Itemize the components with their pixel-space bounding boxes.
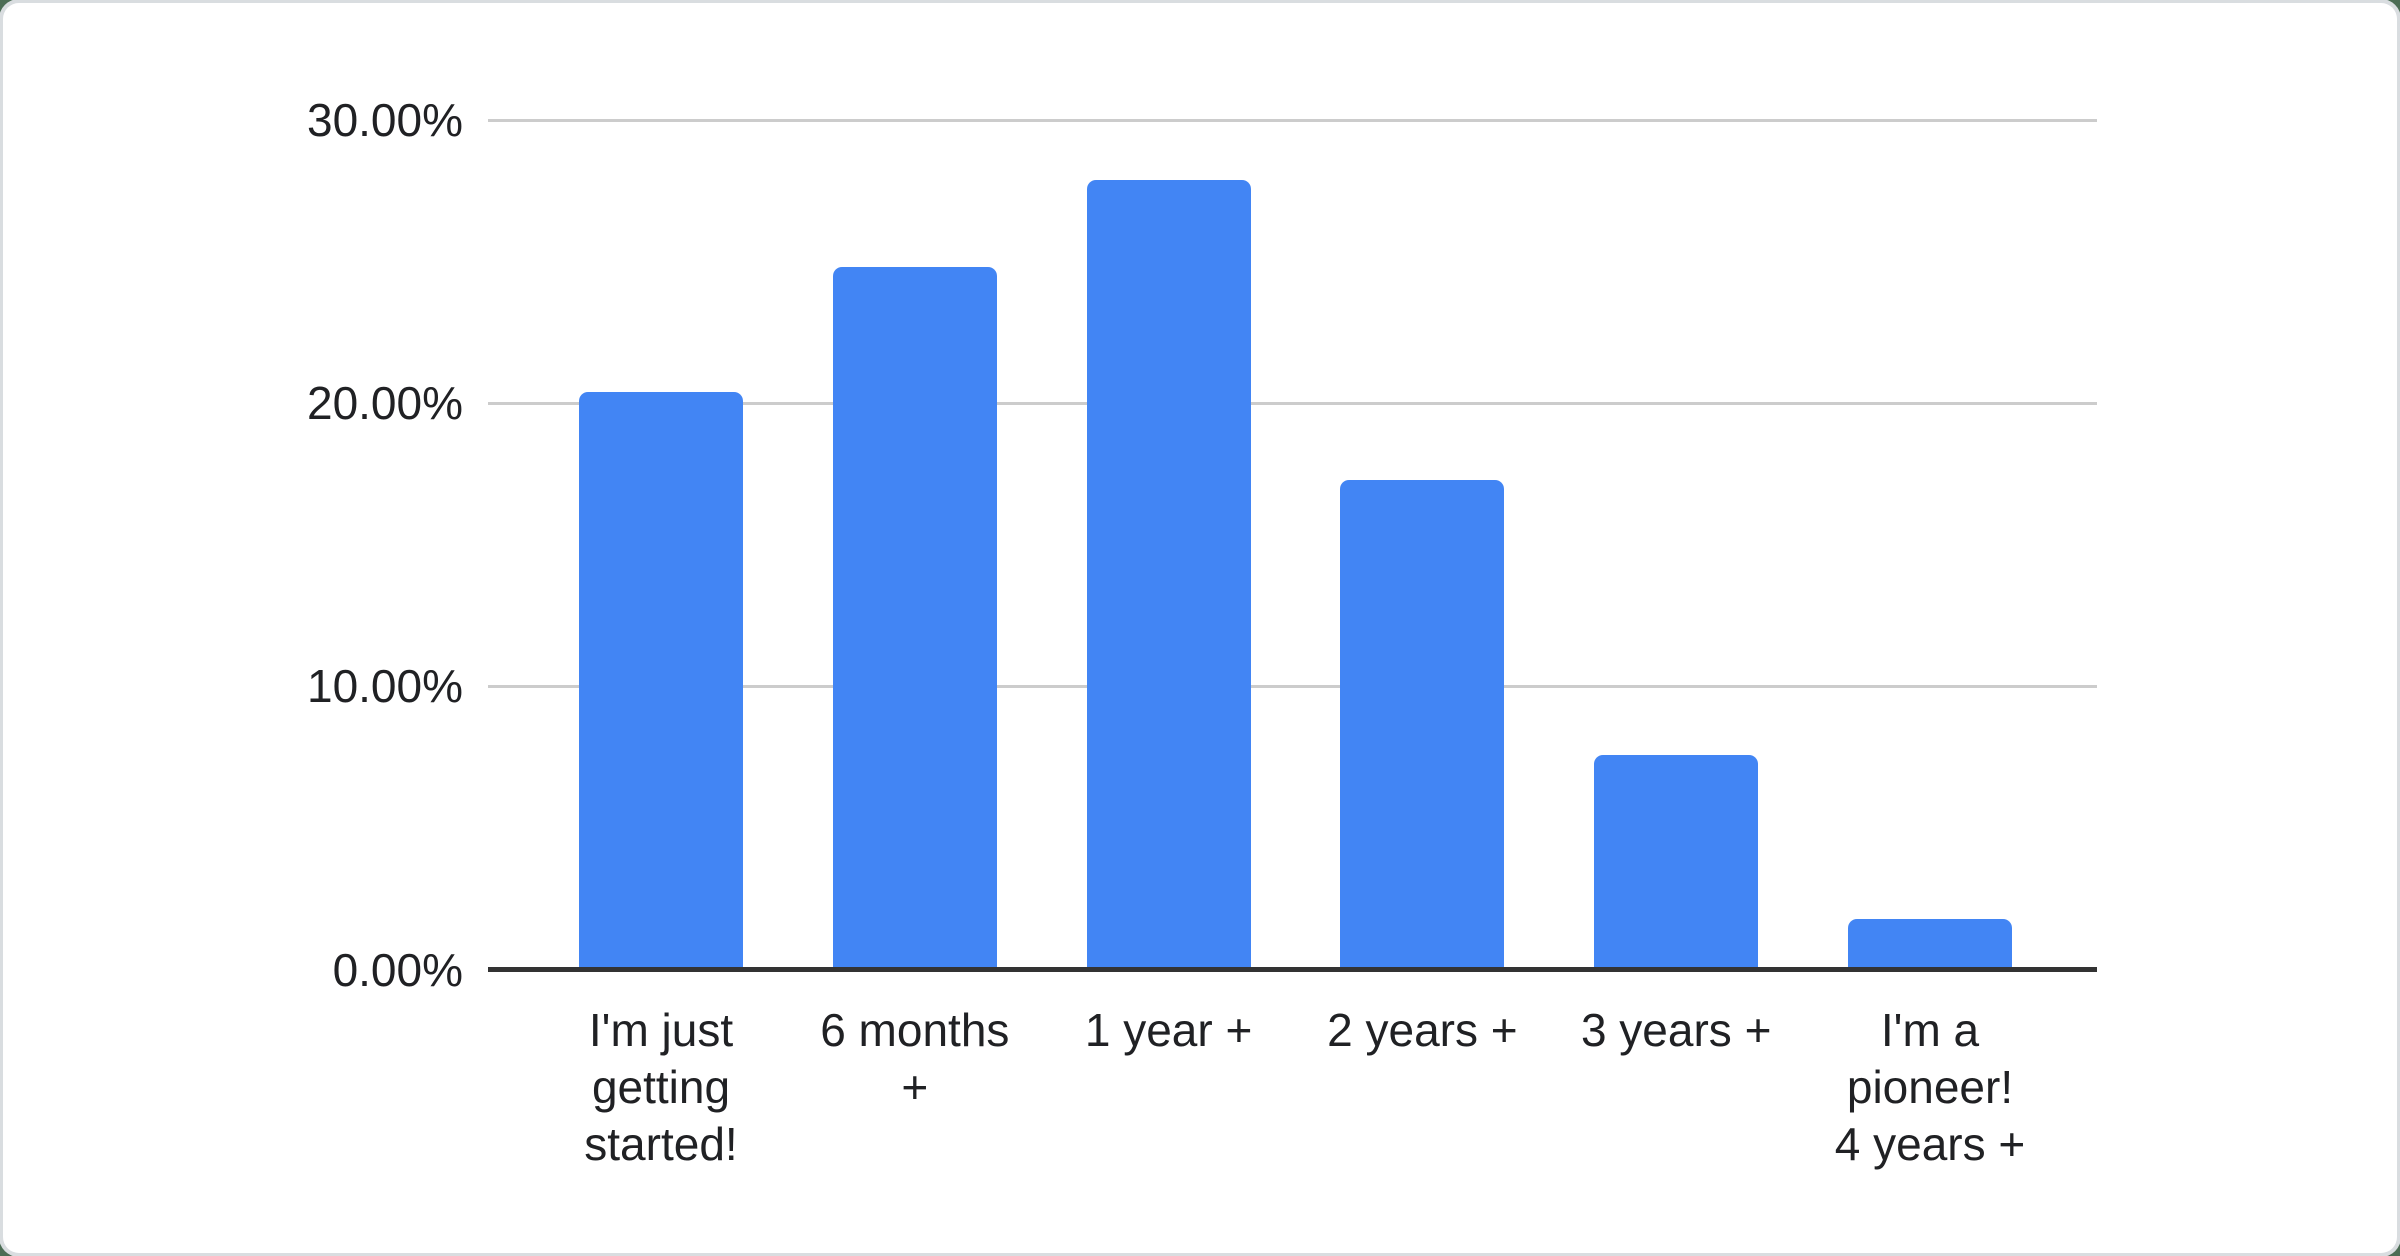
x-category-label-line: +: [901, 1061, 929, 1113]
y-axis-tick-label: 10.00%: [306, 660, 463, 713]
x-category-label-line: started!: [584, 1118, 738, 1170]
x-category-label-line: 1 year +: [1084, 1004, 1253, 1056]
x-category-label-line: pioneer!: [1846, 1061, 2014, 1113]
gridline: [488, 118, 2097, 122]
x-category-label-line: I'm just: [588, 1004, 734, 1056]
bar: [579, 392, 743, 970]
x-category-label-line: I'm a: [1880, 1004, 1980, 1056]
y-axis-tick-label: 30.00%: [306, 93, 463, 146]
x-category-label-line: getting: [591, 1061, 731, 1113]
x-category-label: 6 months +: [765, 1002, 1065, 1116]
x-axis-baseline: [488, 967, 2097, 972]
x-category-label: 1 year +: [1019, 1002, 1319, 1059]
bar: [1594, 754, 1759, 970]
bar: [1340, 479, 1505, 970]
y-axis-tick-label: 20.00%: [306, 376, 463, 429]
bar: [832, 267, 997, 970]
gridline: [488, 685, 2097, 689]
gridline: [488, 401, 2097, 405]
chart-card: 30.00% 20.00% 10.00% 0.00% I'm just getting st…: [3, 3, 2397, 1253]
x-category-label-line: 3 years +: [1580, 1004, 1772, 1056]
x-category-label: I'm just getting started!: [511, 1002, 811, 1173]
x-category-label: 3 years +: [1526, 1002, 1826, 1059]
y-axis-tick-label: 0.00%: [332, 943, 463, 996]
bar: [1086, 179, 1251, 970]
bar: [1848, 919, 2012, 970]
x-category-label: 2 years +: [1272, 1002, 1572, 1059]
x-category-label: I'm a pioneer! 4 years +: [1780, 1002, 2080, 1173]
x-category-label-line: 6 months: [820, 1004, 1010, 1056]
x-category-label-line: 2 years +: [1327, 1004, 1518, 1056]
x-category-label-line: 4 years +: [1834, 1118, 2026, 1170]
